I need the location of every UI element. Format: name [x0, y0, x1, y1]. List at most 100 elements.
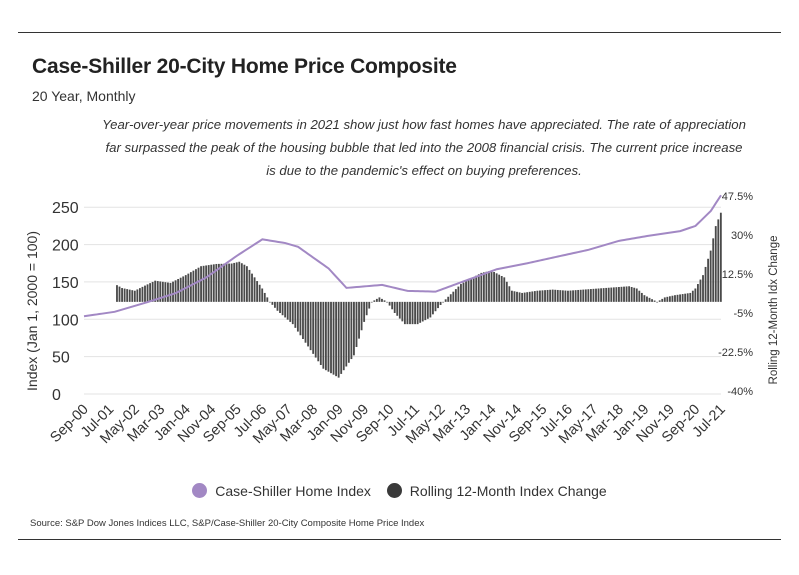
bar [230, 263, 233, 302]
legend: Case-Shiller Home Index Rolling 12-Month… [0, 483, 799, 499]
bar [442, 301, 445, 303]
bar [195, 269, 197, 302]
bar [572, 290, 574, 302]
bar [381, 298, 383, 302]
bar [551, 289, 554, 302]
bar [714, 226, 717, 302]
bar [612, 287, 615, 302]
bar [416, 301, 419, 325]
bar [248, 269, 251, 302]
bar [296, 301, 299, 332]
bar [337, 301, 340, 378]
bar [531, 291, 534, 302]
bar [340, 301, 343, 374]
bar [131, 290, 134, 302]
bar [345, 301, 348, 367]
bar [653, 300, 656, 302]
bar [419, 301, 422, 323]
bar [462, 282, 465, 302]
chart-plot: 0 50 100 150 200 250 -40% -22.5% -5% 12.5% 30% 47.… [24, 191, 780, 447]
bar [159, 281, 162, 302]
chart-subtitle: 20 Year, Monthly [32, 88, 136, 104]
bar [212, 264, 215, 302]
bar [276, 301, 279, 311]
bar [454, 289, 457, 302]
bar [189, 272, 192, 302]
bar [307, 301, 309, 347]
bar [482, 272, 485, 302]
bar [118, 286, 121, 302]
bar [286, 301, 289, 320]
bar [138, 288, 141, 302]
bar [205, 265, 208, 302]
bar [332, 301, 335, 375]
bar [437, 301, 439, 309]
grid-lines [84, 206, 721, 395]
bar [567, 290, 569, 302]
bar [533, 291, 536, 302]
bar [602, 288, 605, 302]
bar [444, 299, 447, 302]
bar [426, 301, 429, 319]
bar [207, 265, 210, 302]
bar [350, 301, 353, 360]
bar [403, 301, 406, 325]
bar [508, 286, 511, 302]
bar [302, 301, 304, 339]
line-series [83, 194, 722, 318]
bar [505, 281, 508, 302]
right-tick-label: -5% [733, 308, 753, 320]
bar [421, 301, 424, 322]
bar [220, 263, 223, 302]
bar [274, 301, 276, 308]
bar [485, 271, 488, 302]
bar [452, 291, 455, 302]
bar [671, 295, 674, 302]
bar [523, 292, 526, 302]
chart-title: Case-Shiller 20-City Home Price Composit… [32, 55, 457, 78]
bottom-rule [18, 539, 781, 540]
bar [200, 266, 202, 302]
bar [541, 290, 544, 302]
bar [712, 238, 715, 302]
bar [623, 286, 625, 302]
bar [251, 273, 253, 302]
bar [353, 301, 355, 356]
legend-swatch-line [192, 483, 208, 498]
bar [592, 288, 595, 302]
bar [256, 281, 259, 302]
bar [388, 301, 391, 306]
bar [429, 301, 432, 318]
bar [368, 301, 371, 309]
bar [161, 281, 164, 302]
bar [554, 289, 557, 302]
bar [279, 301, 281, 313]
bar [347, 301, 350, 363]
bar [666, 296, 669, 302]
bar [449, 294, 452, 302]
bar [210, 264, 213, 302]
bar [133, 290, 136, 302]
bar [335, 301, 338, 377]
bar [136, 289, 139, 302]
bar [154, 280, 157, 302]
bar [330, 301, 332, 374]
bar [238, 261, 241, 302]
bar [679, 294, 681, 302]
bar [475, 275, 478, 302]
bar [144, 285, 146, 302]
bar [284, 301, 287, 318]
bar [579, 289, 582, 302]
bar [513, 291, 516, 302]
bar [235, 262, 238, 302]
bar [243, 264, 246, 302]
bar [498, 274, 501, 302]
bar [177, 279, 180, 302]
legend-swatch-bars [386, 483, 402, 498]
bar [630, 287, 633, 302]
bar [582, 289, 585, 302]
bar [539, 290, 541, 302]
bar [544, 290, 546, 302]
bar [607, 287, 610, 302]
bar [411, 301, 414, 325]
